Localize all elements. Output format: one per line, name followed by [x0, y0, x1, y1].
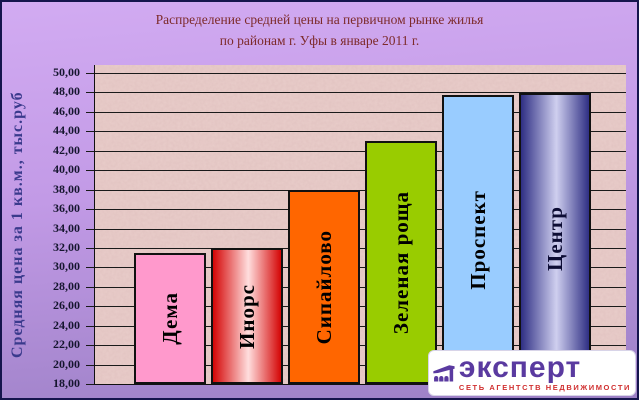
gridline [95, 189, 626, 191]
gridline [95, 306, 626, 308]
bar-4: Зеленая роща [365, 141, 437, 384]
gridline [95, 73, 626, 74]
y-tick-mark [86, 111, 94, 113]
gridline [95, 170, 626, 172]
bar-6: Центр [519, 93, 591, 384]
y-tick-mark [86, 73, 94, 74]
bar-label: Проспект [465, 189, 490, 290]
logo-wordmark: эксперт [458, 351, 582, 384]
bar-5: Проспект [442, 95, 514, 384]
chart-title-line1: Распределение средней цены на первичном … [155, 12, 484, 27]
y-tick-label: 36,00 [53, 201, 80, 216]
bar-3: Сипайлово [288, 189, 360, 384]
bar-2: Инорс [211, 247, 283, 384]
y-tick-label: 34,00 [53, 220, 80, 235]
y-tick-label: 28,00 [53, 278, 80, 293]
chart-title: Распределение средней цены на первичном … [2, 9, 637, 51]
gridline [95, 150, 626, 152]
y-tick-mark [86, 286, 94, 288]
y-tick-mark [86, 247, 94, 249]
bar-label: Инорс [234, 283, 259, 349]
y-tick-mark [86, 92, 94, 94]
bar-label: Центр [542, 206, 567, 272]
y-tick-label: 44,00 [53, 123, 80, 138]
gridline [95, 345, 626, 347]
y-tick-mark [86, 345, 94, 347]
y-tick-mark [86, 170, 94, 172]
gridline [95, 364, 626, 366]
y-tick-label: 26,00 [53, 298, 80, 313]
logo-tagline: СЕТЬ АГЕНТСТВ НЕДВИЖИМОСТИ [458, 383, 631, 392]
y-tick-mark [86, 150, 94, 152]
plot-area: Дема Инорс Сипайлово Зеленая роща Проспект Це… [94, 65, 626, 385]
bars-layer: Дема Инорс Сипайлово Зеленая роща Проспект Це… [95, 65, 626, 384]
gridline [95, 92, 626, 94]
bar-label: Зеленая роща [388, 190, 413, 335]
y-tick-label: 22,00 [53, 337, 80, 352]
gridline [95, 111, 626, 113]
chart-title-line2: по районам г. Уфы в январе 2011 г. [219, 33, 420, 48]
y-tick-mark [86, 131, 94, 133]
y-tick-mark [86, 267, 94, 269]
y-tick-label: 24,00 [53, 317, 80, 332]
y-tick-label: 32,00 [53, 239, 80, 254]
y-tick-label: 20,00 [53, 356, 80, 371]
y-tick-label: 50,00 [53, 65, 80, 79]
y-tick-label: 48,00 [53, 84, 80, 99]
gridline [95, 267, 626, 269]
bar-label: Сипайлово [311, 229, 336, 345]
gridline [95, 228, 626, 230]
y-tick-mark [86, 384, 94, 385]
agency-logo: эксперт СЕТЬ АГЕНТСТВ НЕДВИЖИМОСТИ [428, 350, 636, 396]
bar-label: Дема [157, 292, 182, 345]
gridline [95, 325, 626, 327]
bar-1: Дема [134, 252, 206, 384]
y-axis-title: Средняя цена за 1 кв.м., тыс.руб [9, 91, 26, 358]
y-tick-label: 38,00 [53, 181, 80, 196]
gridline [95, 286, 626, 288]
y-tick-mark [86, 189, 94, 191]
gridline [95, 131, 626, 133]
y-tick-mark [86, 364, 94, 366]
building-arches-icon [433, 365, 455, 382]
y-tick-label: 30,00 [53, 259, 80, 274]
y-tick-mark [86, 209, 94, 211]
y-tick-mark [86, 306, 94, 308]
y-tick-mark [86, 228, 94, 230]
y-tick-label: 40,00 [53, 162, 80, 177]
gridline [95, 247, 626, 249]
y-tick-mark [86, 325, 94, 327]
gridline [95, 209, 626, 211]
y-tick-label: 46,00 [53, 103, 80, 118]
y-tick-label: 42,00 [53, 142, 80, 157]
y-tick-label: 18,00 [53, 376, 80, 390]
